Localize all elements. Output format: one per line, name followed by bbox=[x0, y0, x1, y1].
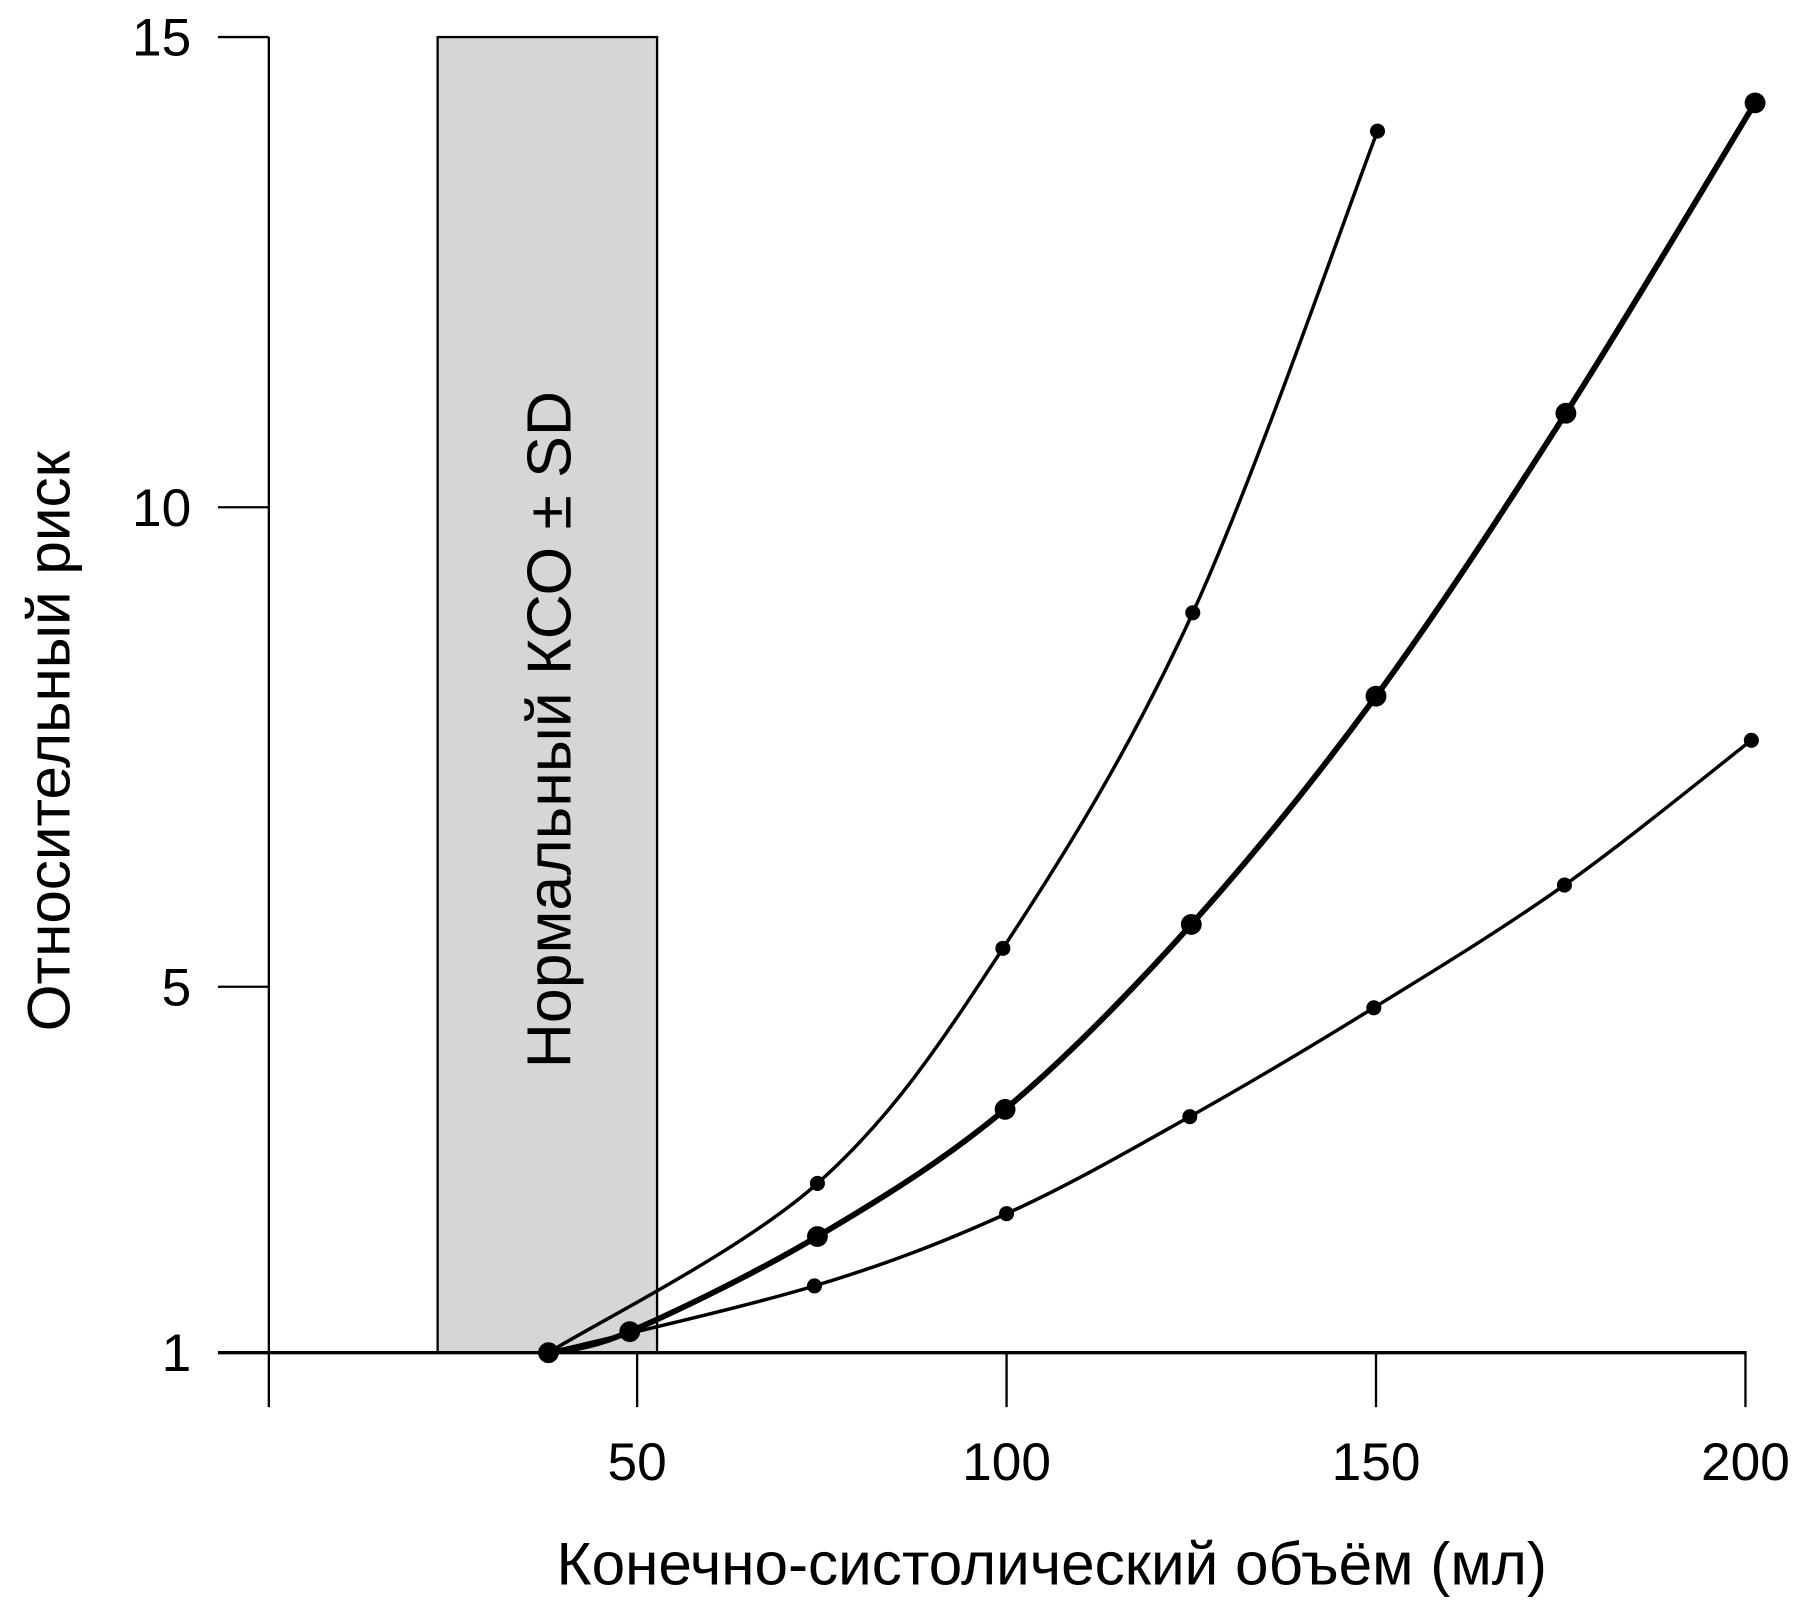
data-point-lower bbox=[1556, 877, 1572, 893]
y-tick-label: 1 bbox=[162, 1324, 192, 1383]
data-point-lower bbox=[540, 1345, 556, 1361]
data-point-middle bbox=[806, 1226, 828, 1247]
data-point-upper bbox=[809, 1175, 825, 1191]
data-point-upper bbox=[1185, 605, 1201, 621]
data-point-lower bbox=[1182, 1109, 1198, 1125]
series bbox=[538, 92, 1766, 1364]
data-point-middle bbox=[994, 1098, 1016, 1120]
y-tick-label: 15 bbox=[132, 9, 191, 68]
x-tick-label: 150 bbox=[1332, 1433, 1421, 1492]
x-axis-label: Конечно-систолический объём (мл) bbox=[557, 1529, 1547, 1597]
normal-range-band bbox=[436, 35, 659, 1354]
x-tick-label: 100 bbox=[962, 1433, 1051, 1492]
data-point-middle bbox=[1744, 92, 1766, 114]
y-tick-label: 10 bbox=[132, 479, 191, 538]
y-tick-label: 5 bbox=[162, 958, 192, 1017]
data-point-lower bbox=[806, 1278, 822, 1294]
data-point-middle bbox=[1180, 913, 1202, 935]
series-line-lower bbox=[548, 738, 1753, 1355]
series-line-middle bbox=[547, 101, 1758, 1356]
data-point-upper bbox=[995, 940, 1011, 956]
data-point-middle bbox=[1555, 402, 1577, 424]
band-label: Нормальный КСО ± SD bbox=[515, 391, 585, 1068]
data-point-upper bbox=[1369, 123, 1386, 139]
x-tick-label: 50 bbox=[608, 1433, 667, 1492]
series-line-upper bbox=[547, 130, 1380, 1355]
data-point-lower bbox=[1743, 732, 1759, 748]
x-tick-label: 200 bbox=[1701, 1433, 1790, 1492]
y-axis-label: Относительный риск bbox=[15, 450, 83, 1031]
data-point-lower bbox=[999, 1206, 1015, 1222]
data-point-middle bbox=[1365, 685, 1387, 707]
data-point-lower bbox=[1366, 1000, 1382, 1016]
band-rect bbox=[436, 35, 659, 1354]
